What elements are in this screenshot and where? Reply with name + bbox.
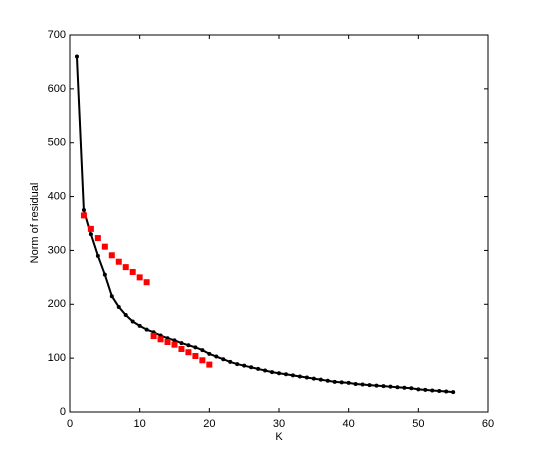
y-tick-label: 600 bbox=[48, 83, 66, 95]
data-point bbox=[185, 349, 192, 356]
plot-frame bbox=[69, 34, 489, 413]
series-line bbox=[75, 56, 454, 394]
data-point bbox=[297, 374, 302, 379]
data-point bbox=[136, 274, 143, 281]
x-tick-label: 20 bbox=[203, 418, 215, 430]
data-point bbox=[263, 368, 268, 373]
data-point bbox=[144, 327, 149, 332]
data-point bbox=[81, 208, 86, 213]
data-point bbox=[346, 380, 351, 385]
data-point bbox=[206, 361, 213, 368]
x-tick-label: 10 bbox=[134, 418, 146, 430]
data-point bbox=[193, 345, 198, 350]
data-point bbox=[374, 383, 379, 388]
data-point bbox=[109, 294, 114, 299]
data-point bbox=[214, 354, 219, 359]
y-tick-label: 300 bbox=[48, 244, 66, 256]
data-point bbox=[381, 384, 386, 389]
data-point bbox=[360, 382, 365, 387]
x-tick-label: 60 bbox=[482, 418, 494, 430]
data-point bbox=[179, 341, 184, 346]
x-tick-label: 40 bbox=[343, 418, 355, 430]
data-point bbox=[339, 380, 344, 385]
y-tick-label: 100 bbox=[48, 352, 66, 364]
data-point bbox=[270, 370, 275, 375]
data-point bbox=[221, 357, 226, 362]
data-point bbox=[395, 385, 400, 390]
data-point bbox=[171, 341, 178, 348]
data-point bbox=[115, 258, 122, 265]
data-point bbox=[283, 372, 288, 377]
data-point bbox=[304, 375, 309, 380]
data-point bbox=[186, 343, 191, 348]
data-point bbox=[207, 351, 212, 356]
data-point bbox=[249, 365, 254, 370]
data-point bbox=[192, 352, 199, 359]
data-point bbox=[311, 376, 316, 381]
data-point bbox=[94, 235, 101, 242]
x-axis-label: K bbox=[275, 431, 283, 443]
data-point bbox=[95, 253, 100, 258]
data-point bbox=[129, 268, 136, 275]
data-point bbox=[102, 272, 107, 277]
data-point bbox=[430, 388, 435, 393]
data-point bbox=[242, 363, 247, 368]
data-point bbox=[325, 378, 330, 383]
data-point bbox=[444, 389, 449, 394]
data-point bbox=[157, 336, 164, 343]
data-point bbox=[290, 373, 295, 378]
data-point bbox=[74, 54, 79, 59]
data-point bbox=[178, 345, 185, 352]
data-point bbox=[388, 384, 393, 389]
data-point bbox=[277, 371, 281, 376]
data-point bbox=[88, 232, 93, 237]
data-point bbox=[130, 319, 135, 324]
data-point bbox=[123, 313, 128, 318]
data-point bbox=[101, 243, 108, 250]
data-point bbox=[228, 359, 233, 364]
data-point bbox=[87, 225, 94, 232]
data-point bbox=[143, 279, 150, 286]
data-point bbox=[451, 390, 456, 395]
data-point bbox=[200, 348, 205, 353]
y-tick-label: 0 bbox=[60, 406, 66, 418]
data-point bbox=[80, 212, 87, 219]
x-tick-label: 30 bbox=[273, 418, 285, 430]
y-tick-label: 500 bbox=[48, 137, 66, 149]
data-point bbox=[402, 385, 407, 390]
data-point bbox=[318, 377, 323, 382]
data-point bbox=[367, 383, 372, 388]
data-point bbox=[332, 379, 337, 384]
data-point bbox=[116, 304, 121, 309]
data-point bbox=[122, 264, 129, 271]
x-tick-label: 50 bbox=[412, 418, 424, 430]
data-point bbox=[437, 388, 442, 393]
data-point bbox=[416, 387, 421, 392]
data-point bbox=[108, 252, 115, 259]
x-tick-label: 0 bbox=[67, 418, 73, 430]
y-tick-label: 400 bbox=[48, 190, 66, 202]
data-point bbox=[172, 338, 177, 343]
data-point bbox=[235, 362, 240, 367]
data-point bbox=[256, 366, 261, 371]
y-axis-label: Norm of residual bbox=[29, 183, 41, 264]
data-point bbox=[199, 357, 206, 364]
data-point bbox=[353, 381, 358, 386]
data-point bbox=[164, 338, 171, 345]
y-tick-label: 200 bbox=[48, 298, 66, 310]
data-point bbox=[423, 387, 428, 392]
data-point bbox=[150, 333, 157, 340]
y-tick-label: 700 bbox=[48, 29, 66, 41]
data-point bbox=[137, 323, 142, 328]
data-point bbox=[409, 386, 414, 391]
